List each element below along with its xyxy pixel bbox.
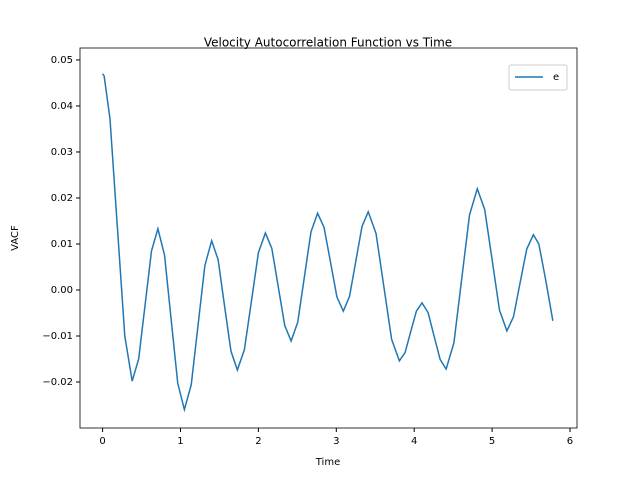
legend-label: e (553, 72, 559, 83)
x-tick-label: 5 (489, 436, 495, 447)
x-tick-label: 3 (333, 436, 339, 447)
x-tick-label: 6 (567, 436, 573, 447)
y-tick-label: 0.01 (51, 239, 73, 250)
y-tick-label: 0.03 (51, 147, 73, 158)
x-tick-label: 4 (411, 436, 417, 447)
x-axis-label: Time (315, 457, 340, 468)
y-tick-label: 0.04 (51, 101, 73, 112)
y-tick-label: 0.05 (51, 55, 73, 66)
y-tick-label: 0.02 (51, 193, 73, 204)
plot-frame (79, 47, 578, 429)
y-tick-label: −0.02 (42, 377, 73, 388)
x-tick-label: 0 (99, 436, 105, 447)
chart-title: Velocity Autocorrelation Function vs Tim… (204, 36, 452, 50)
x-tick-label: 1 (177, 436, 183, 447)
y-axis-label: VACF (10, 225, 21, 251)
data-line (101, 73, 554, 413)
y-tick-label: −0.01 (42, 331, 73, 342)
y-tick-label: 0.00 (51, 285, 73, 296)
x-tick-label: 2 (255, 436, 261, 447)
